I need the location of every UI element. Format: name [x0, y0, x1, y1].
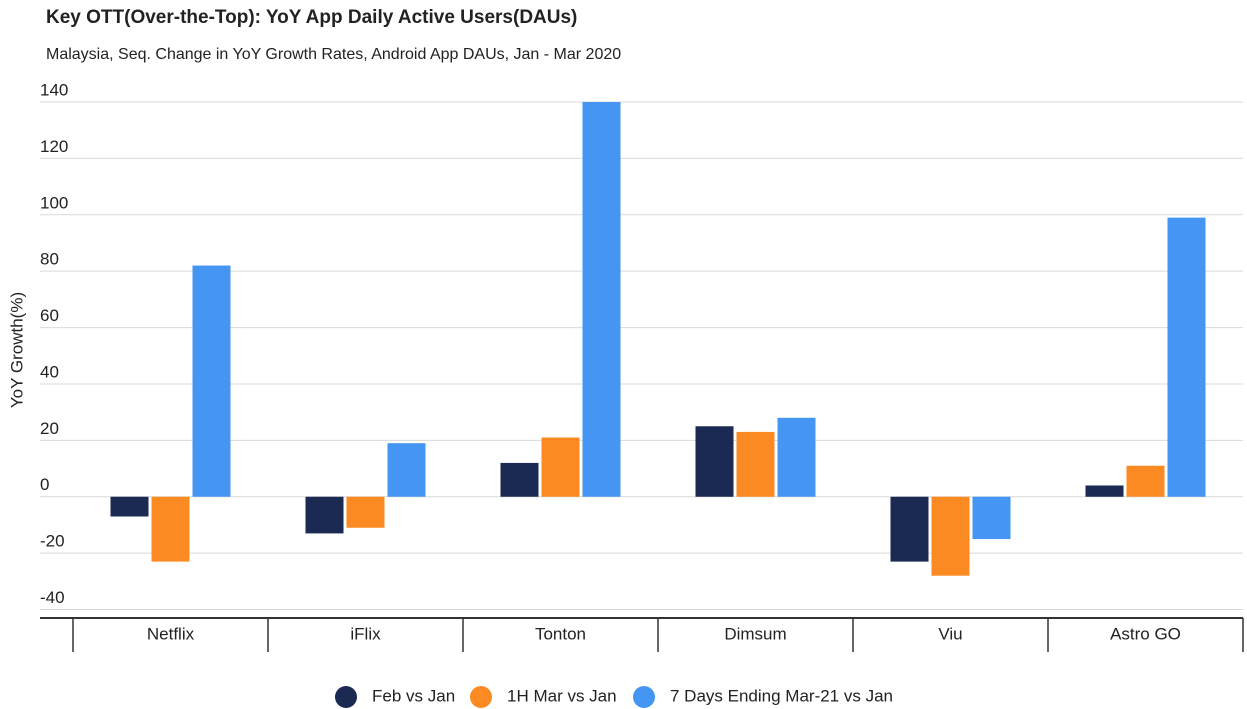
bar	[931, 496, 970, 576]
legend-label: 7 Days Ending Mar-21 vs Jan	[670, 686, 893, 705]
bar	[151, 496, 190, 562]
y-tick-label: -20	[40, 532, 65, 551]
bar	[777, 417, 816, 497]
y-tick-label: 20	[40, 419, 59, 438]
y-tick-label: 60	[40, 306, 59, 325]
bar	[1167, 217, 1206, 497]
chart-title: Key OTT(Over-the-Top): YoY App Daily Act…	[46, 7, 577, 28]
legend-marker	[633, 686, 655, 708]
y-tick-label: 0	[40, 475, 49, 494]
y-tick-label: 80	[40, 250, 59, 269]
chart-subtitle: Malaysia, Seq. Change in YoY Growth Rate…	[46, 46, 621, 63]
y-tick-label: 140	[40, 80, 68, 99]
x-tick-label: Netflix	[147, 624, 195, 643]
bar	[1126, 465, 1165, 497]
legend-marker	[335, 686, 357, 708]
bar	[890, 496, 929, 562]
bar	[346, 496, 385, 528]
bar	[695, 426, 734, 497]
y-tick-label: 120	[40, 137, 68, 156]
bar	[305, 496, 344, 534]
x-tick-label: iFlix	[350, 624, 381, 643]
x-tick-label: Astro GO	[1110, 624, 1181, 643]
bar	[1085, 485, 1124, 497]
bar	[582, 102, 621, 497]
bar	[387, 443, 426, 497]
legend-label: Feb vs Jan	[372, 686, 455, 705]
bar	[736, 431, 775, 497]
y-axis-label: YoY Growth(%)	[7, 292, 26, 408]
legend-marker	[470, 686, 492, 708]
x-tick-label: Dimsum	[724, 624, 786, 643]
bar	[541, 437, 580, 497]
y-tick-label: 40	[40, 362, 59, 381]
x-tick-label: Tonton	[535, 624, 586, 643]
x-tick-label: Viu	[938, 624, 962, 643]
bar	[972, 496, 1011, 540]
bar	[192, 265, 231, 497]
bar	[110, 496, 149, 517]
legend-label: 1H Mar vs Jan	[507, 686, 617, 705]
y-tick-label: -40	[40, 588, 65, 607]
y-tick-label: 100	[40, 193, 68, 212]
bar	[500, 462, 539, 497]
